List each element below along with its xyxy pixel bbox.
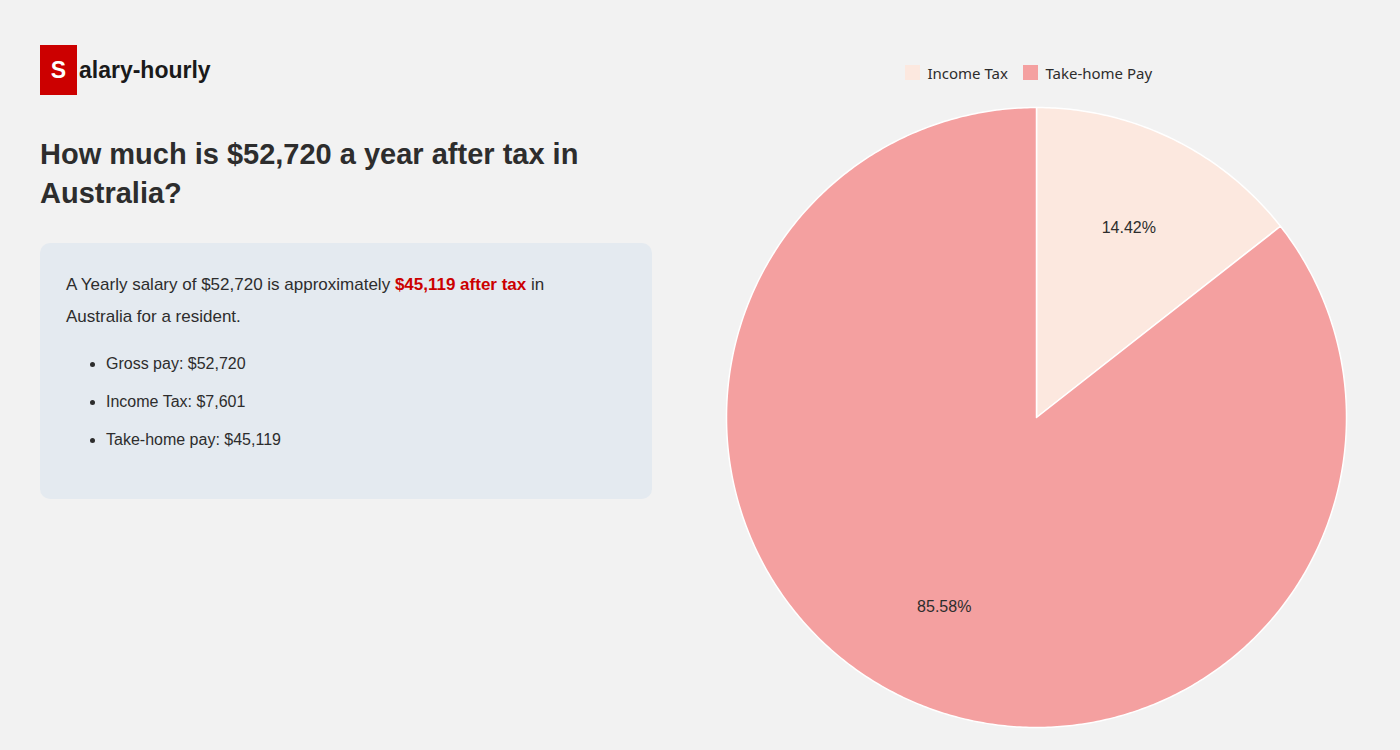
html-text:Income Tax: Income Tax [927,62,1008,83]
html-text:Income Tax: $7,601: Income Tax: $7,601 [106,392,246,410]
svg-text:14.42%: 14.42% [1102,219,1156,236]
html-text:A Yearly salary of $52,720 is: A Yearly salary of $52,720 is approximat… [66,275,545,295]
html-text:S: S [50,57,67,83]
html-text:Take-home Pay: Take-home Pay [1045,62,1153,83]
svg-text:85.58%: 85.58% [917,598,971,615]
html-text:Take-home pay: $45,119: Take-home pay: $45,119 [106,430,281,448]
html-text:Gross pay: $52,720: Gross pay: $52,720 [106,354,246,372]
html-text:How much is $52,720 a year aft: How much is $52,720 a year after tax in … [40,138,579,210]
html-text:alary-hourly: alary-hourly [79,56,211,83]
html-text:Australia for a resident.: Australia for a resident. [66,307,241,327]
